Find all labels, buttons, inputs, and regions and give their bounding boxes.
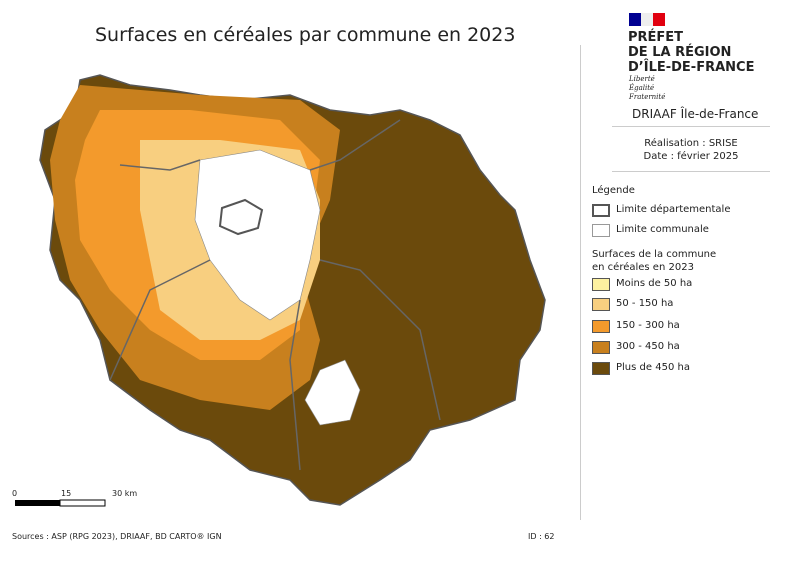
legend-label: Limite départementale: [616, 204, 731, 215]
credit-line: Réalisation : SRISE: [644, 138, 738, 149]
zone-south-gap: [304, 359, 361, 426]
flag: [629, 13, 641, 26]
logo-line: PRÉFET: [628, 30, 684, 45]
legend-label: Moins de 50 ha: [616, 278, 693, 289]
legend-subtitle: Surfaces de la commune en céréales en 20…: [592, 248, 716, 274]
credit-line: Date : février 2025: [643, 151, 739, 162]
scale-label: 15: [61, 489, 72, 498]
department-limits: [109, 119, 441, 471]
motto-line: Égalité: [629, 84, 655, 92]
service: DRIAAF Île-de-France: [632, 107, 759, 121]
legend-swatch: [592, 341, 610, 354]
legend-swatch: [592, 224, 610, 237]
credits: Réalisation : SRISE Date : février 2025: [612, 137, 770, 163]
divider: [612, 171, 770, 172]
logo-line: DE LA RÉGION: [628, 45, 732, 60]
legend-label: 150 - 300 ha: [616, 320, 680, 331]
divider: [580, 45, 581, 520]
scale-label: 0: [12, 489, 18, 498]
legend-label: Limite communale: [616, 224, 709, 235]
flag: [641, 13, 653, 26]
legend-swatch: [592, 204, 610, 217]
logo-text: PRÉFET DE LA RÉGION D’ÎLE-DE-FRANCE: [628, 30, 754, 75]
legend-swatch: [592, 320, 610, 333]
sources: Sources : ASP (RPG 2023), DRIAAF, BD CAR…: [12, 532, 222, 541]
legend-label: 50 - 150 ha: [616, 298, 674, 309]
scale-bar: [15, 500, 60, 506]
legend-subtitle-line: en céréales en 2023: [592, 262, 694, 273]
logo-line: D’ÎLE-DE-FRANCE: [628, 60, 755, 75]
legend-swatch: [592, 278, 610, 291]
map-id: ID : 62: [528, 532, 555, 541]
paris: [218, 198, 264, 236]
scale-label: 30 km: [112, 489, 138, 498]
motto-line: Fraternité: [629, 93, 666, 101]
scale-bar: [59, 499, 106, 507]
divider: [612, 126, 770, 127]
flag: [653, 13, 665, 26]
legend-swatch: [592, 362, 610, 375]
legend-subtitle-line: Surfaces de la commune: [592, 249, 717, 260]
legend-title: Légende: [592, 185, 635, 196]
legend-label: 300 - 450 ha: [616, 341, 680, 352]
motto: Liberté Égalité Fraternité: [629, 75, 665, 102]
legend-label: Plus de 450 ha: [616, 362, 690, 373]
legend-swatch: [592, 298, 610, 311]
map-title: Surfaces en céréales par commune en 2023: [95, 24, 516, 46]
motto-line: Liberté: [629, 75, 655, 83]
map: [15, 74, 546, 507]
